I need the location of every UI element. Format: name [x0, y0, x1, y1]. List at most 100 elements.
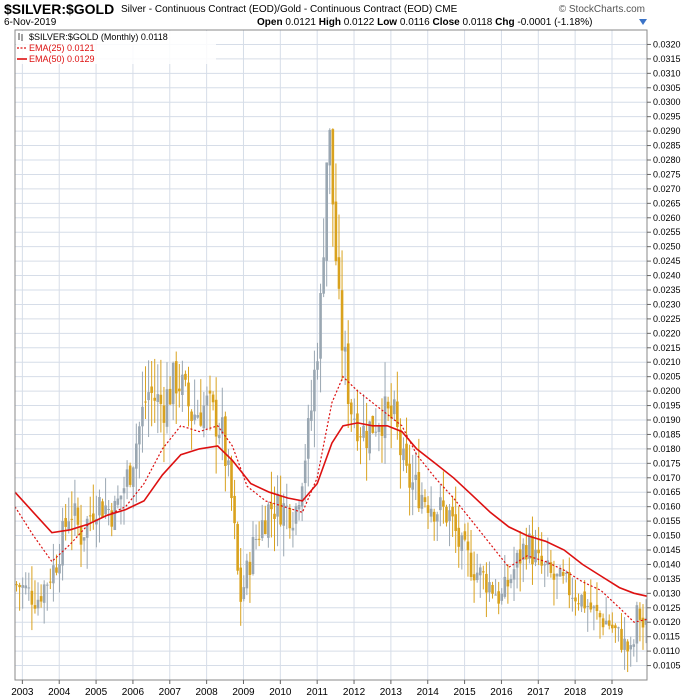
x-tick-label: 2017 [527, 687, 550, 698]
candle-body [638, 608, 642, 620]
candle-body [122, 488, 126, 494]
y-tick-label: 0.0250 [653, 242, 681, 252]
candle-body [174, 361, 178, 394]
candle-body [248, 561, 252, 575]
y-tick-label: 0.0285 [653, 141, 681, 151]
candle-body [356, 413, 359, 442]
candle-body [107, 509, 110, 511]
x-tick-label: 2012 [343, 687, 366, 698]
candle-body [518, 549, 522, 564]
candle-body [399, 429, 402, 456]
y-tick-label: 0.0145 [653, 545, 681, 555]
ema25-line [14, 375, 648, 623]
y-tick-label: 0.0215 [653, 343, 681, 353]
close-label: Close [432, 17, 460, 28]
candle-body [325, 162, 329, 261]
open-value: 0.0121 [285, 17, 316, 28]
candle-body [230, 459, 233, 499]
candle-body [414, 474, 418, 480]
x-tick-label: 2003 [11, 687, 34, 698]
candle-body [156, 394, 160, 402]
y-tick-label: 0.0160 [653, 502, 681, 512]
candle-body [294, 505, 298, 524]
candle-body [500, 593, 504, 601]
y-tick-label: 0.0320 [653, 39, 681, 49]
x-tick-label: 2007 [159, 687, 182, 698]
candle-body [604, 620, 608, 625]
candle-body [601, 618, 605, 628]
candle-body [104, 505, 107, 515]
y-tick-label: 0.0120 [653, 617, 681, 627]
chart-date: 6-Nov-2019 [4, 17, 57, 28]
candle-body [561, 572, 565, 576]
y-tick-label: 0.0235 [653, 285, 681, 295]
y-tick-label: 0.0220 [653, 328, 681, 338]
chg-label: Chg [495, 17, 515, 28]
candle-body [521, 543, 525, 560]
candle-body [85, 518, 89, 538]
y-axis: 0.0105 0.0110 0.0115 0.0120 0.0125 0.0130 0.01… [647, 39, 681, 671]
candle-body [365, 430, 368, 449]
candle-body [306, 418, 310, 459]
candle-body [392, 399, 396, 415]
candle-body [36, 599, 40, 609]
candle-body [506, 579, 510, 587]
candle-body [135, 443, 138, 469]
candle-body [482, 571, 485, 573]
candle-body [251, 537, 255, 575]
candle-body [79, 525, 83, 545]
candle-body [208, 390, 212, 394]
candle-body [181, 374, 184, 396]
x-tick-label: 2011 [306, 687, 328, 698]
candle-body [224, 416, 227, 466]
candle-body [429, 508, 433, 517]
x-tick-label: 2010 [269, 687, 292, 698]
candle-body [214, 399, 218, 437]
y-tick-label: 0.0295 [653, 112, 681, 122]
candle-body [568, 571, 571, 596]
candle-body [150, 386, 153, 393]
candle-body [52, 565, 55, 584]
candle-body [610, 624, 614, 629]
candle-body [340, 290, 344, 351]
ohlc-readout: Open 0.0121 High 0.0122 Low 0.0116 Close… [257, 17, 592, 28]
candle-body [475, 572, 479, 581]
high-label: High [318, 17, 341, 28]
candle-body [217, 435, 221, 439]
y-tick-label: 0.0180 [653, 444, 681, 454]
candle-body [313, 369, 316, 412]
candle-body [193, 414, 196, 421]
candle-body [623, 638, 626, 650]
x-tick-label: 2006 [122, 687, 145, 698]
candle-body [236, 524, 239, 571]
candle-body [24, 585, 28, 589]
y-tick-label: 0.0185 [653, 429, 681, 439]
legend-background [16, 31, 216, 64]
candle-body [614, 625, 617, 629]
candle-body [583, 591, 586, 609]
candle-body [442, 500, 445, 507]
dropdown-arrow-icon[interactable] [639, 19, 647, 25]
candle-body [45, 584, 49, 586]
y-tick-label: 0.0190 [653, 415, 681, 425]
candle-body [297, 505, 301, 510]
y-tick-label: 0.0270 [653, 184, 681, 194]
candle-body [171, 363, 175, 405]
candle-body [571, 597, 574, 599]
candle-body [383, 396, 387, 439]
candle-body [144, 401, 147, 403]
candle-body [88, 515, 92, 517]
brand-watermark: © StockCharts.com [558, 4, 645, 15]
candle-body [368, 421, 371, 454]
candle-body [196, 415, 200, 418]
candle-body [525, 545, 528, 560]
candle-body [408, 463, 411, 488]
candle-body [457, 527, 461, 547]
candle-body [110, 510, 114, 527]
candle-body [270, 502, 273, 510]
candle-body [116, 498, 120, 505]
candle-body [73, 503, 77, 516]
candle-body [300, 486, 304, 507]
candle-body [353, 418, 356, 420]
